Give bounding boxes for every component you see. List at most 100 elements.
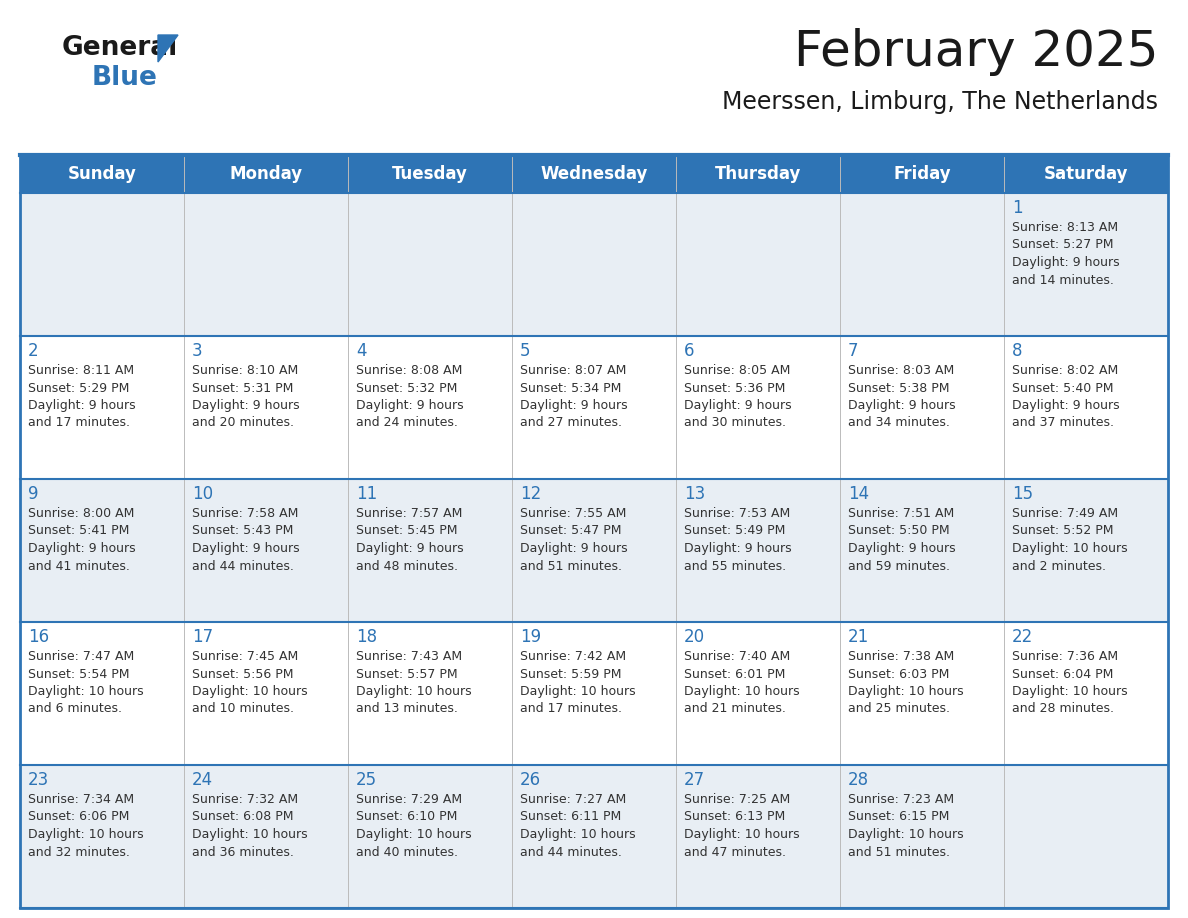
Text: Sunset: 6:08 PM: Sunset: 6:08 PM	[192, 811, 293, 823]
Text: Sunrise: 7:32 AM: Sunrise: 7:32 AM	[192, 793, 298, 806]
Text: Daylight: 9 hours: Daylight: 9 hours	[684, 399, 791, 412]
Text: Sunset: 5:57 PM: Sunset: 5:57 PM	[356, 667, 457, 680]
Text: 5: 5	[520, 342, 531, 360]
Text: Daylight: 10 hours: Daylight: 10 hours	[356, 828, 472, 841]
Text: 1: 1	[1012, 199, 1023, 217]
Text: Sunrise: 7:34 AM: Sunrise: 7:34 AM	[29, 793, 134, 806]
Text: 13: 13	[684, 485, 706, 503]
Text: Sunrise: 8:00 AM: Sunrise: 8:00 AM	[29, 507, 134, 520]
Text: 7: 7	[848, 342, 859, 360]
Text: Daylight: 10 hours: Daylight: 10 hours	[684, 828, 800, 841]
Text: Sunset: 5:41 PM: Sunset: 5:41 PM	[29, 524, 129, 538]
Text: and 6 minutes.: and 6 minutes.	[29, 702, 122, 715]
Text: Sunrise: 7:51 AM: Sunrise: 7:51 AM	[848, 507, 954, 520]
Text: Daylight: 10 hours: Daylight: 10 hours	[684, 685, 800, 698]
Text: Daylight: 9 hours: Daylight: 9 hours	[1012, 256, 1119, 269]
Text: Daylight: 10 hours: Daylight: 10 hours	[848, 828, 963, 841]
Text: Sunrise: 7:49 AM: Sunrise: 7:49 AM	[1012, 507, 1118, 520]
Text: 20: 20	[684, 628, 706, 646]
Text: Daylight: 10 hours: Daylight: 10 hours	[192, 685, 308, 698]
Text: and 20 minutes.: and 20 minutes.	[192, 417, 293, 430]
Text: Sunset: 5:59 PM: Sunset: 5:59 PM	[520, 667, 621, 680]
Text: Sunset: 6:04 PM: Sunset: 6:04 PM	[1012, 667, 1113, 680]
Bar	[20, 336, 1168, 479]
Text: 10: 10	[192, 485, 213, 503]
Text: Thursday: Thursday	[715, 165, 801, 183]
Text: Sunrise: 7:27 AM: Sunrise: 7:27 AM	[520, 793, 626, 806]
Text: Sunrise: 7:53 AM: Sunrise: 7:53 AM	[684, 507, 790, 520]
Polygon shape	[158, 35, 178, 62]
Text: 15: 15	[1012, 485, 1034, 503]
Text: Monday: Monday	[229, 165, 303, 183]
Text: 19: 19	[520, 628, 541, 646]
Text: Friday: Friday	[893, 165, 950, 183]
Text: Sunset: 5:56 PM: Sunset: 5:56 PM	[192, 667, 293, 680]
Text: and 37 minutes.: and 37 minutes.	[1012, 417, 1114, 430]
Text: Sunrise: 8:13 AM: Sunrise: 8:13 AM	[1012, 221, 1118, 234]
Bar	[20, 193, 1168, 336]
Text: Sunrise: 8:07 AM: Sunrise: 8:07 AM	[520, 364, 626, 377]
Text: Wednesday: Wednesday	[541, 165, 647, 183]
Text: Daylight: 10 hours: Daylight: 10 hours	[1012, 685, 1127, 698]
Text: Sunset: 5:54 PM: Sunset: 5:54 PM	[29, 667, 129, 680]
Text: Daylight: 10 hours: Daylight: 10 hours	[1012, 542, 1127, 555]
Text: Sunset: 5:49 PM: Sunset: 5:49 PM	[684, 524, 785, 538]
Text: Daylight: 10 hours: Daylight: 10 hours	[29, 828, 144, 841]
Text: Sunset: 5:52 PM: Sunset: 5:52 PM	[1012, 524, 1113, 538]
Text: and 2 minutes.: and 2 minutes.	[1012, 559, 1106, 573]
Text: 14: 14	[848, 485, 870, 503]
Text: Sunset: 5:50 PM: Sunset: 5:50 PM	[848, 524, 949, 538]
Text: Daylight: 9 hours: Daylight: 9 hours	[1012, 399, 1119, 412]
Text: 24: 24	[192, 771, 213, 789]
Text: and 17 minutes.: and 17 minutes.	[29, 417, 129, 430]
Bar	[20, 155, 1168, 908]
Text: Daylight: 9 hours: Daylight: 9 hours	[356, 399, 463, 412]
Text: Daylight: 9 hours: Daylight: 9 hours	[848, 399, 955, 412]
Text: and 13 minutes.: and 13 minutes.	[356, 702, 457, 715]
Text: and 27 minutes.: and 27 minutes.	[520, 417, 623, 430]
Text: and 10 minutes.: and 10 minutes.	[192, 702, 293, 715]
Text: Sunset: 6:13 PM: Sunset: 6:13 PM	[684, 811, 785, 823]
Text: and 36 minutes.: and 36 minutes.	[192, 845, 293, 858]
Bar	[20, 622, 1168, 765]
Text: and 44 minutes.: and 44 minutes.	[192, 559, 293, 573]
Text: 28: 28	[848, 771, 870, 789]
Text: and 17 minutes.: and 17 minutes.	[520, 702, 623, 715]
Bar	[20, 479, 1168, 622]
Text: 4: 4	[356, 342, 367, 360]
Text: and 28 minutes.: and 28 minutes.	[1012, 702, 1114, 715]
Text: 16: 16	[29, 628, 49, 646]
Text: Sunrise: 7:25 AM: Sunrise: 7:25 AM	[684, 793, 790, 806]
Text: Daylight: 10 hours: Daylight: 10 hours	[29, 685, 144, 698]
Text: Sunset: 5:27 PM: Sunset: 5:27 PM	[1012, 239, 1113, 252]
Text: 9: 9	[29, 485, 38, 503]
Text: Sunset: 5:40 PM: Sunset: 5:40 PM	[1012, 382, 1113, 395]
Text: and 51 minutes.: and 51 minutes.	[520, 559, 623, 573]
Text: Sunrise: 7:45 AM: Sunrise: 7:45 AM	[192, 650, 298, 663]
Text: Sunrise: 8:05 AM: Sunrise: 8:05 AM	[684, 364, 790, 377]
Text: 26: 26	[520, 771, 541, 789]
Text: Sunrise: 8:03 AM: Sunrise: 8:03 AM	[848, 364, 954, 377]
Text: Daylight: 9 hours: Daylight: 9 hours	[192, 542, 299, 555]
Text: Sunrise: 7:57 AM: Sunrise: 7:57 AM	[356, 507, 462, 520]
Text: and 59 minutes.: and 59 minutes.	[848, 559, 950, 573]
Text: 27: 27	[684, 771, 706, 789]
Text: Daylight: 9 hours: Daylight: 9 hours	[520, 399, 627, 412]
Text: Sunrise: 7:29 AM: Sunrise: 7:29 AM	[356, 793, 462, 806]
Bar	[20, 765, 1168, 908]
Bar	[20, 155, 1168, 193]
Text: Sunset: 5:36 PM: Sunset: 5:36 PM	[684, 382, 785, 395]
Text: 6: 6	[684, 342, 695, 360]
Text: Sunset: 5:47 PM: Sunset: 5:47 PM	[520, 524, 621, 538]
Text: and 24 minutes.: and 24 minutes.	[356, 417, 457, 430]
Text: and 44 minutes.: and 44 minutes.	[520, 845, 621, 858]
Text: 11: 11	[356, 485, 378, 503]
Text: 22: 22	[1012, 628, 1034, 646]
Text: and 51 minutes.: and 51 minutes.	[848, 845, 950, 858]
Text: Sunset: 5:34 PM: Sunset: 5:34 PM	[520, 382, 621, 395]
Text: Daylight: 9 hours: Daylight: 9 hours	[848, 542, 955, 555]
Text: and 25 minutes.: and 25 minutes.	[848, 702, 950, 715]
Text: Daylight: 9 hours: Daylight: 9 hours	[29, 542, 135, 555]
Text: and 21 minutes.: and 21 minutes.	[684, 702, 786, 715]
Text: Sunset: 6:03 PM: Sunset: 6:03 PM	[848, 667, 949, 680]
